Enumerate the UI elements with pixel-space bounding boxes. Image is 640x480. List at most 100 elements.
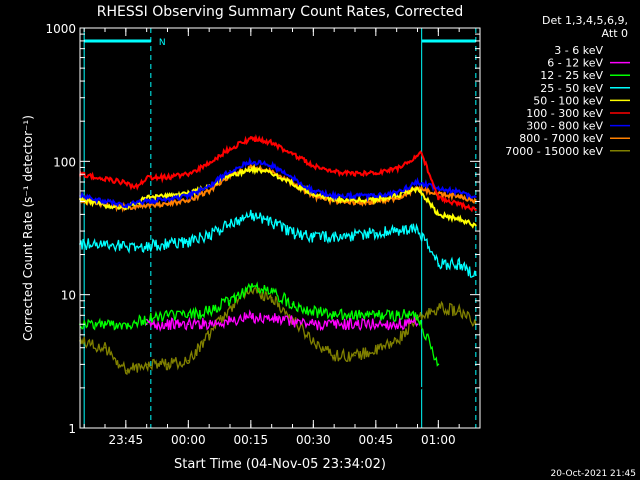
plot-frame [79, 27, 481, 429]
legend-entry-label: 6 - 12 keV [547, 57, 603, 70]
series-point [229, 320, 231, 323]
series-point [229, 174, 231, 177]
series-point [229, 222, 231, 225]
series-point [354, 323, 356, 326]
series-point [437, 363, 440, 366]
series-point [395, 323, 398, 326]
series-point [208, 310, 211, 313]
x-tick-label: 00:45 [359, 433, 394, 447]
series-point [395, 191, 398, 194]
series-point [133, 187, 136, 189]
series-point [166, 323, 169, 326]
series-point [104, 200, 106, 203]
series-point [166, 314, 169, 317]
series-point [370, 386, 373, 389]
series-point [104, 323, 106, 326]
y-tick-label: 100 [53, 155, 76, 169]
series-point [374, 195, 377, 197]
series-point [374, 314, 377, 317]
series-point [291, 303, 294, 305]
legend-entry-label: 12 - 25 keV [540, 69, 603, 82]
series-line-6-12-kev [146, 309, 419, 332]
series-point [166, 243, 169, 245]
series-point [312, 323, 315, 326]
series-point [229, 306, 231, 309]
series-point [354, 172, 356, 175]
series-point [104, 204, 106, 206]
series-point [270, 141, 273, 144]
series-point [312, 164, 315, 167]
series-point [291, 177, 294, 179]
generated-timestamp: 20-Oct-2021 21:45 [551, 469, 636, 479]
series-point [474, 209, 477, 212]
series-point [354, 314, 356, 317]
series-point [354, 195, 356, 197]
series-point [166, 202, 169, 205]
series-point [270, 317, 273, 320]
series-point [333, 236, 336, 239]
y-tick-label: 1000 [45, 22, 76, 36]
series-point [249, 285, 252, 288]
series-point [224, 386, 227, 389]
y-tick-label: 1 [68, 422, 76, 436]
series-point [145, 205, 148, 208]
series-point [395, 167, 398, 170]
series-point [416, 228, 419, 231]
series-point [229, 147, 231, 150]
y-axis-label: Corrected Count Rate (s⁻¹ detector⁻¹) [21, 115, 35, 341]
series-line-12-25-kev [79, 281, 439, 367]
series-point [333, 171, 336, 174]
chart-title: RHESSI Observing Summary Count Rates, Co… [97, 4, 463, 20]
series-point [416, 187, 419, 189]
series-point [374, 349, 377, 352]
series-point [208, 234, 211, 236]
series-point [437, 306, 440, 309]
series-point [333, 386, 336, 389]
series-point [458, 310, 461, 313]
series-point [333, 323, 336, 326]
series-point [395, 230, 398, 232]
legend-title-line-2: Att 0 [602, 27, 628, 40]
series-point [312, 192, 315, 195]
series-point [374, 232, 377, 234]
legend-entry-label: 800 - 7000 keV [519, 132, 603, 145]
series-point [216, 403, 219, 406]
x-tick-label: 23:45 [109, 433, 144, 447]
series-point [354, 199, 356, 202]
series-line-300-800-kev [79, 156, 477, 210]
series-point [274, 363, 277, 366]
series-point [416, 314, 419, 317]
series-point [270, 290, 273, 293]
series-point [291, 153, 294, 156]
series-point [270, 171, 273, 174]
series-point [437, 263, 440, 265]
series-point [145, 245, 148, 248]
x-tick-label: 00:15 [234, 433, 269, 447]
series-point [187, 314, 190, 317]
series-point [187, 240, 190, 243]
series-point [416, 323, 419, 326]
series-point [270, 221, 273, 224]
legend-entry-label: 3 - 6 keV [554, 44, 603, 57]
legend-entry-label: 7000 - 15000 keV [505, 145, 603, 158]
series-point [458, 202, 461, 205]
series-point [333, 314, 336, 317]
series-point [229, 299, 231, 302]
series-point [145, 200, 148, 203]
series-point [104, 243, 106, 245]
series-point [291, 232, 294, 234]
series-point [312, 236, 315, 239]
series-point [437, 213, 440, 216]
series-point [333, 354, 336, 357]
series-point [312, 340, 315, 342]
series-point [229, 169, 231, 172]
series-point [262, 359, 265, 362]
series-point [124, 369, 127, 372]
series-point [458, 218, 461, 220]
series-point [354, 234, 356, 236]
series-point [124, 204, 127, 206]
series-point [249, 160, 252, 163]
series-point [145, 177, 148, 179]
series-point [249, 363, 252, 366]
